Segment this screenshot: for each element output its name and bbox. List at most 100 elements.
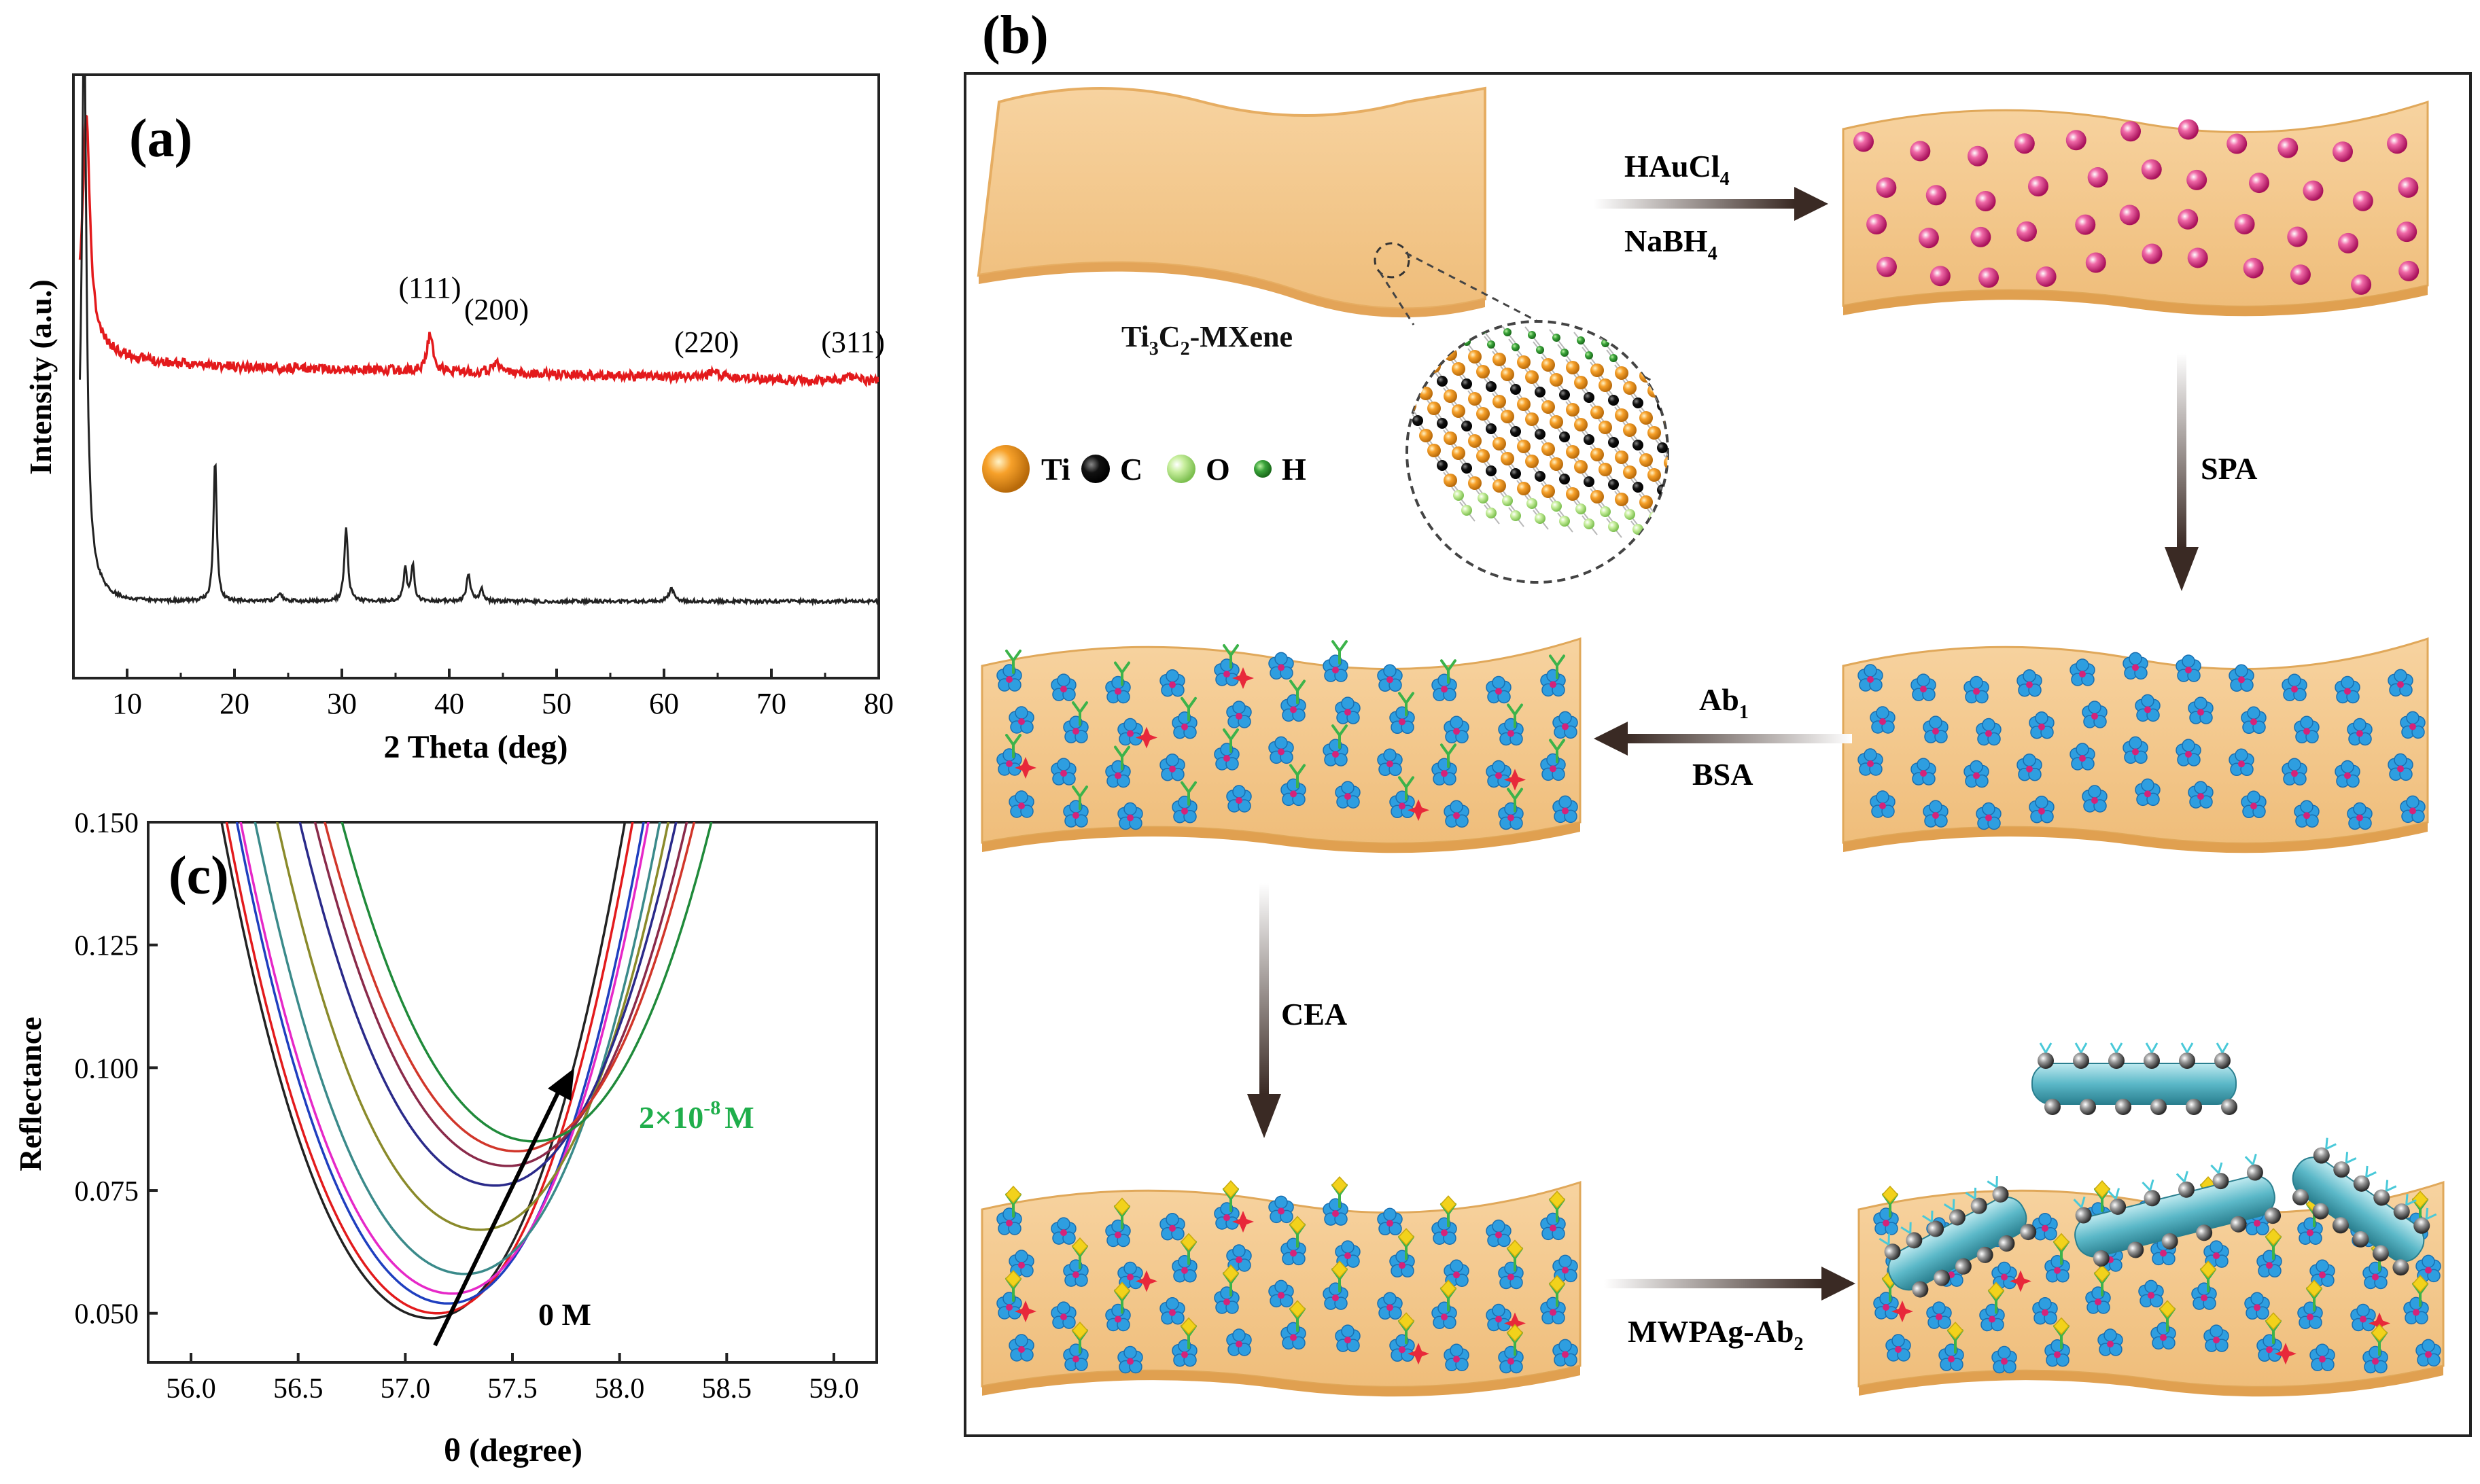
lattice-atom xyxy=(1755,537,1766,548)
spa-protein xyxy=(2241,790,2267,819)
spa-protein xyxy=(1226,1328,1252,1356)
lattice-atom xyxy=(1683,362,1691,370)
spa-protein xyxy=(2069,743,2095,771)
sheet-mwpag-ab2 xyxy=(1857,1042,2445,1397)
lattice-atom xyxy=(1517,482,1531,495)
chart-c-annot-0m: 0 M xyxy=(538,1297,591,1332)
bond xyxy=(1370,338,1385,357)
antibody xyxy=(1331,640,1348,665)
bond xyxy=(1721,475,1736,494)
spa-protein xyxy=(1051,1301,1077,1329)
au-nanoparticle xyxy=(2178,209,2199,230)
spa-protein xyxy=(2350,1303,2376,1332)
lattice-atom xyxy=(1706,406,1717,417)
lattice-atom xyxy=(1550,373,1563,387)
au-nanoparticle xyxy=(1975,190,1996,211)
lattice-atom xyxy=(1476,365,1490,378)
cea-antigen xyxy=(2265,1312,2282,1330)
lattice-atom xyxy=(1615,408,1628,422)
sheet-edge xyxy=(1859,1366,2443,1397)
bond xyxy=(1713,460,1728,479)
antibody xyxy=(1549,654,1565,679)
spa-protein xyxy=(1323,1198,1348,1226)
lattice-atom xyxy=(1737,422,1751,436)
lattice-atom xyxy=(1419,387,1433,400)
spa-protein xyxy=(1926,1301,1952,1329)
lattice-atom xyxy=(1388,370,1399,381)
spa-protein xyxy=(2029,711,2055,739)
spa-protein xyxy=(2203,1324,2229,1352)
bond xyxy=(1762,423,1777,442)
lattice-atom xyxy=(1755,495,1766,506)
chart-c-curve xyxy=(298,822,678,1187)
au-nanoparticle xyxy=(1910,141,1931,162)
cea-antigen xyxy=(1331,1260,1348,1279)
bond xyxy=(1794,483,1809,502)
bond xyxy=(1729,406,1744,425)
spa-protein xyxy=(2123,736,2148,764)
spa-protein xyxy=(1172,1339,1198,1367)
lattice-atom xyxy=(1550,457,1563,471)
lattice-atom xyxy=(1737,464,1751,478)
antibody xyxy=(1549,739,1565,764)
au-nanoparticle xyxy=(1918,228,1939,249)
lattice-atom xyxy=(1737,506,1751,520)
bsa-blocker xyxy=(1136,726,1157,749)
bond xyxy=(1729,490,1744,509)
lattice-atom xyxy=(1755,453,1766,464)
lattice-atom xyxy=(1599,378,1612,392)
arrow-step1 xyxy=(1594,187,1828,221)
lattice-atom xyxy=(1590,490,1604,504)
au-nanoparticle xyxy=(2277,137,2299,158)
spa-protein xyxy=(2016,753,2042,781)
bond xyxy=(1745,478,1760,497)
lattice-atom xyxy=(1770,482,1783,495)
chart-a-xtick-label: 50 xyxy=(542,687,572,720)
chart-c-curve xyxy=(254,822,661,1275)
spa-protein xyxy=(1268,1279,1294,1308)
spa-protein xyxy=(1335,696,1361,724)
chart-a-xtick-label: 80 xyxy=(864,687,894,720)
lattice-atom xyxy=(1599,421,1612,434)
lattice-atom xyxy=(1461,463,1472,474)
au-nanoparticle xyxy=(2120,121,2142,142)
lattice-atom xyxy=(1639,495,1653,509)
lattice-atom xyxy=(1412,415,1423,426)
spa-protein xyxy=(1063,1259,1089,1287)
lattice-atom xyxy=(1672,429,1686,442)
spa-protein xyxy=(2203,1240,2229,1268)
bond xyxy=(1713,418,1728,437)
bond xyxy=(1407,355,1418,375)
lattice-atom xyxy=(1535,429,1545,440)
lattice-atom xyxy=(1437,418,1448,429)
au-nanoparticle xyxy=(2398,260,2420,281)
cea-antigen xyxy=(2411,1190,2429,1209)
spa-protein xyxy=(2282,673,2307,702)
spa-protein xyxy=(1486,760,1512,788)
label-mxene-suffix: -MXene xyxy=(1190,320,1293,353)
au-nanoparticle xyxy=(1876,177,1897,198)
lattice-atom xyxy=(1437,376,1448,387)
antibody xyxy=(1331,724,1348,749)
spa-protein xyxy=(1280,694,1306,722)
chart-c-xtick-label: 56.5 xyxy=(273,1373,324,1404)
bond xyxy=(1819,528,1834,547)
lattice-atom xyxy=(1639,453,1653,467)
lattice-atom xyxy=(1503,328,1512,336)
spa-protein xyxy=(1444,716,1469,744)
cea-antigen xyxy=(2093,1264,2111,1283)
bond xyxy=(1778,495,1793,514)
spa-protein xyxy=(2309,1343,2335,1372)
antibody xyxy=(1223,728,1239,754)
spa-protein xyxy=(2044,1254,2070,1283)
spa-protein xyxy=(1540,669,1566,697)
label-nabh: NaBH xyxy=(1624,224,1708,258)
chart-c-curve xyxy=(313,822,688,1167)
bond xyxy=(1688,373,1703,392)
label-mxene-c: C xyxy=(1159,320,1181,353)
bond xyxy=(1745,393,1760,412)
lattice-atom xyxy=(1559,389,1570,400)
sheet-edge xyxy=(982,1366,1580,1397)
spa-protein xyxy=(2123,652,2148,680)
lattice-atom xyxy=(1566,487,1579,501)
